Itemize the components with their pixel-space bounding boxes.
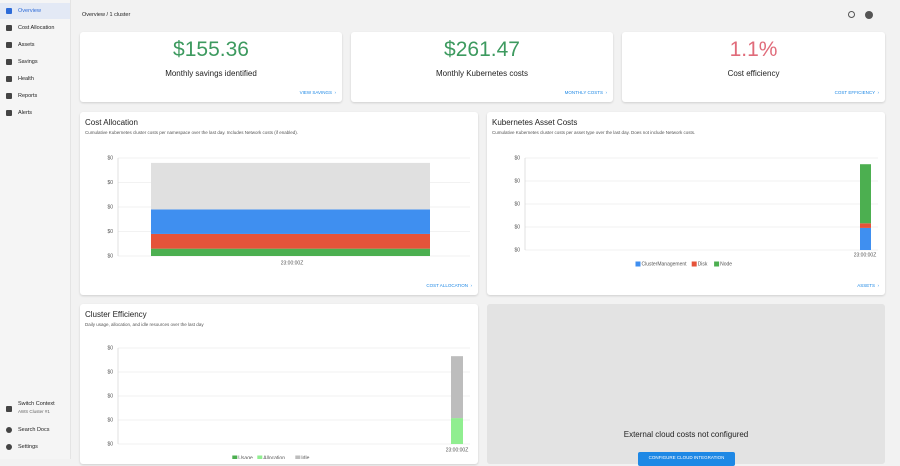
panel-subtitle: Daily usage, allocation, and idle resour…: [85, 322, 204, 327]
y-tick-label: $0: [514, 224, 520, 230]
legend-swatch: [295, 455, 301, 459]
y-tick-label: $0: [107, 253, 113, 259]
kpi-link[interactable]: MONTHLY COSTS ›: [564, 90, 607, 95]
legend-label: Disk: [698, 261, 708, 267]
legend-label: ClusterManagement: [642, 261, 688, 267]
bar-segment: [451, 356, 463, 419]
legend-label: Node: [720, 261, 732, 267]
bar-segment: [860, 227, 871, 250]
x-tick-label: 23:00:00Z: [281, 260, 304, 266]
y-tick-label: $0: [514, 155, 520, 161]
panel-title: Cost Allocation: [85, 118, 138, 127]
x-tick-label: 23:00:00Z: [446, 447, 469, 453]
y-tick-label: $0: [107, 393, 113, 399]
y-tick-label: $0: [514, 201, 520, 207]
legend-swatch: [691, 261, 697, 267]
y-tick-label: $0: [514, 247, 520, 253]
breadcrumb: Overview / 1 cluster: [82, 12, 131, 18]
panel-subtitle: Cumulative Kubernetes cluster costs per …: [492, 130, 696, 135]
context-switch[interactable]: Switch Context AWS Cluster #1: [0, 398, 70, 418]
panel-link[interactable]: COST ALLOCATION ›: [426, 283, 472, 288]
y-tick-label: $0: [107, 441, 113, 447]
legend-label: Usage: [238, 455, 253, 459]
x-tick-label: 23:00:00Z: [854, 252, 877, 258]
y-tick-label: $0: [107, 369, 113, 375]
legend-label: Allocation: [263, 455, 285, 459]
panel-subtitle: Cumulative Kubernetes cluster costs per …: [85, 130, 299, 135]
nav-item[interactable]: Cost Allocation: [0, 20, 70, 36]
kpi-label: Monthly Kubernetes costs: [435, 69, 529, 78]
y-tick-label: $0: [107, 180, 113, 186]
kpi-label: Monthly savings identified: [165, 69, 257, 78]
bar-segment: [151, 162, 430, 210]
y-tick-label: $0: [107, 204, 113, 210]
assets-card: Kubernetes Asset Costs Cumulative Kubern…: [487, 112, 885, 295]
cloud-message: External cloud costs not configured: [623, 430, 749, 439]
bar-segment: [860, 164, 871, 224]
kpi-value: $155.36: [173, 38, 249, 61]
kpi-value: 1.1%: [729, 38, 778, 61]
settings-button[interactable]: [865, 11, 873, 19]
kpi-card: $155.36 Monthly savings identified VIEW …: [80, 32, 342, 102]
y-tick-label: $0: [107, 345, 113, 351]
bar-segment: [151, 248, 430, 256]
kpi-link[interactable]: COST EFFICIENCY ›: [834, 90, 879, 95]
panel-link[interactable]: ASSETS ›: [857, 283, 879, 288]
kpi-value: $261.47: [444, 38, 520, 61]
bar-segment: [860, 223, 871, 228]
legend-swatch: [714, 261, 720, 267]
nav-item[interactable]: Reports: [0, 88, 70, 104]
y-tick-label: $0: [107, 229, 113, 235]
nav-item[interactable]: Assets: [0, 37, 70, 53]
nav-item[interactable]: Search Docs: [0, 422, 70, 438]
nav-item[interactable]: Alerts: [0, 105, 70, 121]
kpi-link[interactable]: VIEW SAVINGS ›: [299, 90, 336, 95]
context-label: Switch Context: [18, 401, 55, 407]
panel-title: Cluster Efficiency: [85, 310, 147, 319]
legend-swatch: [257, 455, 263, 459]
legend-label: Idle: [301, 455, 309, 459]
y-tick-label: $0: [107, 417, 113, 423]
refresh-button[interactable]: [848, 11, 855, 18]
context-sub: AWS Cluster #1: [18, 409, 50, 414]
nav-item[interactable]: Settings: [0, 439, 70, 455]
nav-item[interactable]: Health: [0, 71, 70, 87]
nav-item[interactable]: Savings: [0, 54, 70, 70]
sidebar: Overview Cost Allocation Assets Savings …: [0, 0, 71, 459]
kpi-card: 1.1% Cost efficiency COST EFFICIENCY ›: [622, 32, 885, 102]
bar-segment: [151, 209, 430, 234]
legend-swatch: [635, 261, 641, 267]
legend-swatch: [232, 455, 238, 459]
panel-title: Kubernetes Asset Costs: [492, 118, 578, 127]
efficiency-card: Cluster Efficiency Daily usage, allocati…: [80, 304, 478, 464]
bar-segment: [151, 233, 430, 249]
y-tick-label: $0: [107, 155, 113, 161]
y-tick-label: $0: [514, 178, 520, 184]
nav-item[interactable]: Overview: [0, 3, 70, 19]
kpi-card: $261.47 Monthly Kubernetes costs MONTHLY…: [351, 32, 613, 102]
bar-segment: [451, 418, 463, 444]
kpi-label: Cost efficiency: [727, 69, 780, 78]
